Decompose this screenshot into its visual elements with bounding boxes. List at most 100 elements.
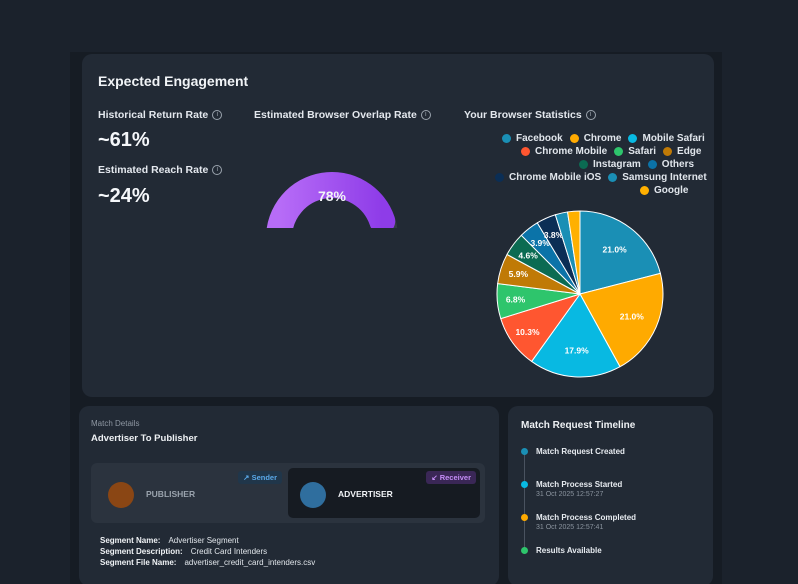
legend-item[interactable]: Instagram <box>579 159 641 170</box>
legend-swatch <box>502 134 511 143</box>
reach-rate-label: Estimated Reach Rate i <box>98 164 223 176</box>
info-icon[interactable]: i <box>585 110 596 121</box>
advertiser-party[interactable]: ADVERTISER ↙ Receiver <box>288 468 480 518</box>
legend-item[interactable]: Chrome Mobile <box>521 146 607 157</box>
pie-slice[interactable] <box>579 210 662 295</box>
timeline-dot <box>521 448 528 455</box>
browser-stats-text: Your Browser Statistics <box>464 109 582 121</box>
segment-file-value: advertiser_credit_card_intenders.csv <box>184 558 316 567</box>
legend-label: Instagram <box>593 159 641 170</box>
reach-rate-value: ~24% <box>98 185 150 207</box>
segment-description-label: Segment Description: <box>100 547 183 556</box>
legend-row: Google <box>640 185 695 198</box>
legend-label: Facebook <box>516 133 563 144</box>
match-title: Advertiser To Publisher <box>91 433 198 444</box>
segment-file-label: Segment File Name: <box>100 558 177 567</box>
legend-item[interactable]: Mobile Safari <box>628 133 705 144</box>
pie-data-label: 5.9% <box>509 269 529 279</box>
legend-swatch <box>608 173 618 182</box>
timeline-title: Match Request Timeline <box>521 420 636 431</box>
legend-row: Chrome Mobile iOS Samsung Internet <box>495 172 714 185</box>
pie-data-label: 10.3% <box>515 327 540 337</box>
legend-row: Instagram Others <box>579 159 701 172</box>
historical-return-text: Historical Return Rate <box>98 109 209 121</box>
legend-label: Samsung Internet <box>622 172 707 183</box>
timeline-card: Match Request Timeline Match Request Cre… <box>508 406 713 584</box>
legend-item[interactable]: Facebook <box>502 133 563 144</box>
segment-name-value: Advertiser Segment <box>168 536 239 545</box>
segment-description-value: Credit Card Intenders <box>190 547 268 556</box>
legend-swatch <box>614 147 624 156</box>
advertiser-avatar <box>300 482 326 508</box>
legend-label: Others <box>661 159 695 170</box>
timeline-event-time: 31 Oct 2025 12:57:27 <box>536 491 604 498</box>
segment-name-label: Segment Name: <box>100 536 161 545</box>
legend-row: Chrome Mobile Safari Edge <box>521 146 708 159</box>
info-icon[interactable]: i <box>420 110 431 121</box>
arrow-up-right-icon: ↗ <box>243 473 250 482</box>
legend-swatch <box>640 186 649 195</box>
historical-return-label: Historical Return Rate i <box>98 109 223 121</box>
legend-swatch <box>569 134 579 143</box>
receiver-tag-text: Receiver <box>439 473 471 482</box>
legend-label: Mobile Safari <box>642 133 705 144</box>
legend-item[interactable]: Chrome Mobile iOS <box>495 172 601 183</box>
timeline-event-label: Match Process Started <box>536 480 623 489</box>
timeline-event-label: Match Process Completed <box>536 513 637 522</box>
pie-data-label: 6.8% <box>506 295 526 305</box>
pie-data-label: 4.6% <box>518 250 538 260</box>
publisher-party[interactable]: PUBLISHER ↗ Sender <box>96 468 286 518</box>
overlap-gauge: 78% <box>266 172 398 228</box>
sender-tag: ↗ Sender <box>238 471 282 484</box>
timeline-event-label: Match Request Created <box>536 447 625 456</box>
legend-item[interactable]: Others <box>647 159 695 170</box>
match-details-card: Match Details Advertiser To Publisher PU… <box>79 406 499 584</box>
info-icon[interactable]: i <box>212 110 223 121</box>
gauge-value: 78% <box>318 188 347 204</box>
expected-engagement-card: Expected Engagement Historical Return Ra… <box>82 54 714 397</box>
legend-label: Chrome Mobile <box>535 146 608 157</box>
timeline-event-label: Results Available <box>536 546 602 555</box>
overlap-rate-label: Estimated Browser Overlap Rate i <box>254 109 431 121</box>
legend-item[interactable]: Samsung Internet <box>608 172 707 183</box>
pie-data-label: 21.0% <box>603 244 628 254</box>
arrow-down-left-icon: ↙ <box>431 473 438 482</box>
overlap-rate-text: Estimated Browser Overlap Rate <box>254 109 417 121</box>
info-icon[interactable]: i <box>212 165 223 176</box>
legend-swatch <box>647 160 657 169</box>
timeline-dot <box>521 514 528 521</box>
timeline-dot <box>521 481 528 488</box>
pie-slice[interactable] <box>566 210 581 295</box>
timeline-dot <box>521 547 528 554</box>
segment-name-row: Segment Name: Advertiser Segment <box>100 536 239 545</box>
pie-slice[interactable] <box>530 293 621 378</box>
pie-data-label: 21.0% <box>620 311 645 321</box>
gauge-fill <box>266 172 396 228</box>
timeline-event-time: 31 Oct 2025 12:57:41 <box>536 524 604 531</box>
timeline-line <box>524 452 525 550</box>
legend-swatch <box>579 160 588 169</box>
publisher-name: PUBLISHER <box>146 489 196 499</box>
pie-slice[interactable] <box>579 272 664 368</box>
legend-item[interactable]: Edge <box>663 146 701 157</box>
legend-label: Chrome <box>583 133 622 144</box>
legend-item[interactable]: Safari <box>614 146 656 157</box>
legend-swatch <box>663 147 673 156</box>
legend-label: Safari <box>628 146 657 157</box>
pie-data-label: 3.9% <box>530 238 550 248</box>
legend-row: Facebook Chrome Mobile Safari <box>502 133 712 146</box>
legend-item[interactable]: Google <box>640 185 688 196</box>
match-flow: PUBLISHER ↗ Sender ADVERTISER ↙ Receiver <box>91 463 485 523</box>
legend-item[interactable]: Chrome <box>569 133 622 144</box>
legend-label: Google <box>654 185 689 196</box>
match-details-label: Match Details <box>91 419 140 428</box>
legend-label: Edge <box>677 146 702 157</box>
segment-description-row: Segment Description: Credit Card Intender… <box>100 547 267 556</box>
browser-stats-label: Your Browser Statistics i <box>464 109 596 121</box>
reach-rate-text: Estimated Reach Rate <box>98 164 209 176</box>
historical-return-value: ~61% <box>98 129 150 151</box>
pie-data-label: 17.9% <box>565 345 590 355</box>
sender-tag-text: Sender <box>251 473 277 482</box>
publisher-avatar <box>108 482 134 508</box>
legend-swatch <box>628 134 638 143</box>
